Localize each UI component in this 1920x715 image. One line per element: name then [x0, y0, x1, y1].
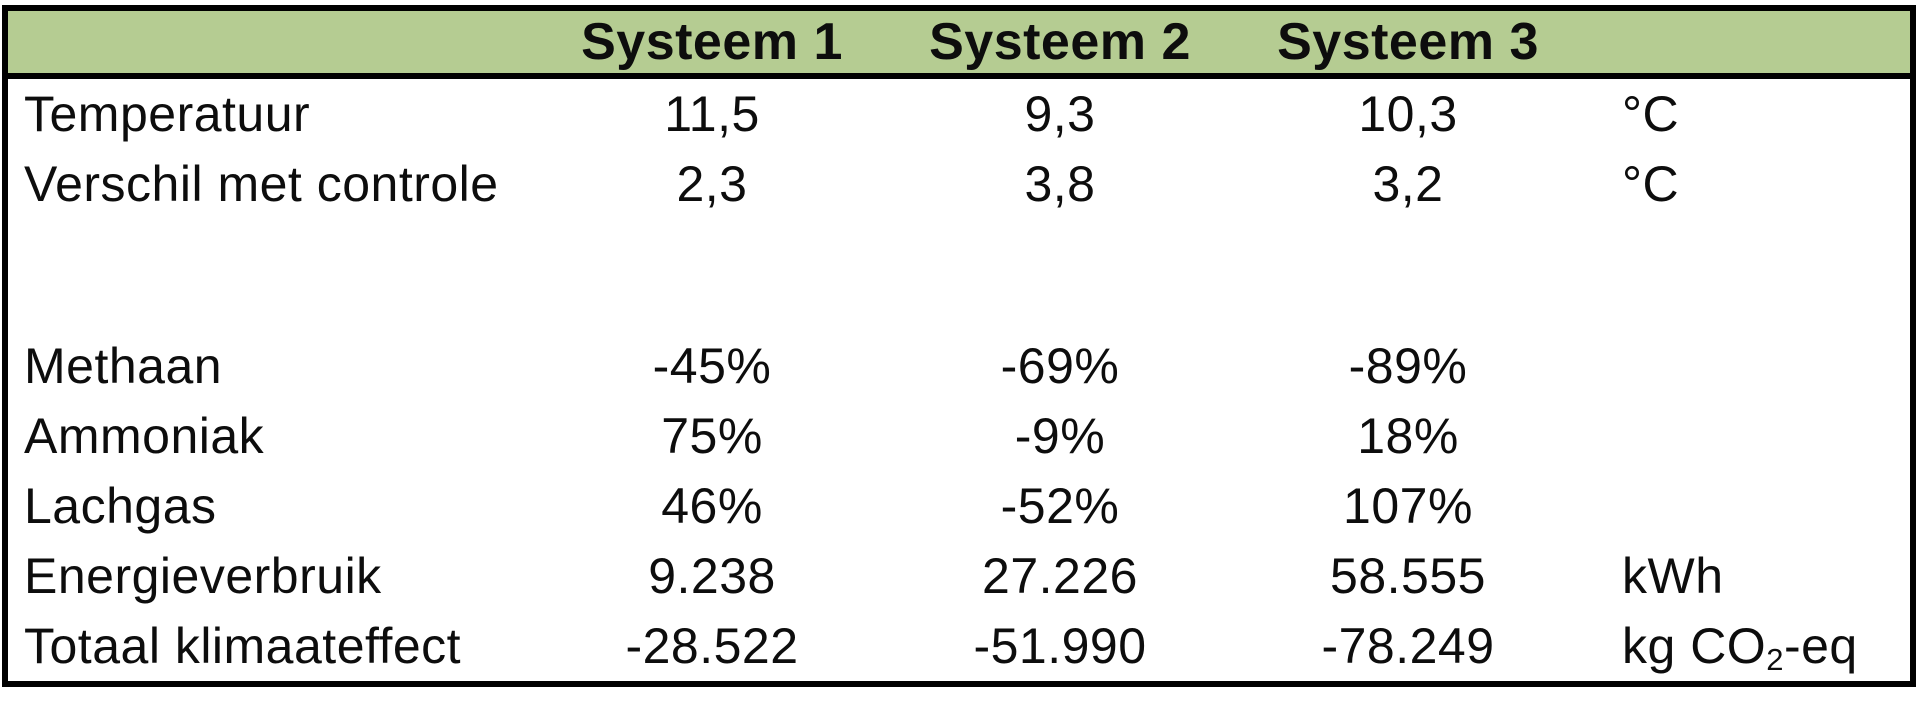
table-row: Temperatuur 11,5 9,3 10,3 °C	[8, 79, 1910, 149]
value-cell-systeem-2: -9%	[1014, 408, 1106, 464]
table-header-row: Systeem 1 Systeem 2 Systeem 3	[8, 11, 1910, 79]
row-label: Energieverbruik	[24, 548, 382, 604]
unit-text: °C	[1622, 156, 1680, 212]
unit-text: kg CO	[1622, 618, 1767, 674]
row-label: Verschil met controle	[24, 156, 499, 212]
table-row: Energieverbruik 9.238 27.226 58.555 kWh	[8, 541, 1910, 611]
value-cell-systeem-1: 9.238	[648, 548, 776, 604]
table-row: Lachgas 46% -52% 107%	[8, 471, 1910, 541]
unit-cell: kg CO2-eq	[1582, 617, 1910, 677]
value-cell-systeem-1: 75%	[661, 408, 763, 464]
value-cell-systeem-2: -52%	[1000, 478, 1120, 534]
unit-subscript: 2	[1766, 641, 1784, 677]
value-cell-systeem-3: 3,2	[1372, 156, 1444, 212]
header-systeem-1: Systeem 1	[581, 13, 843, 71]
header-systeem-3: Systeem 3	[1277, 13, 1539, 71]
unit-text: -eq	[1783, 618, 1858, 674]
value-cell-systeem-3: 18%	[1357, 408, 1459, 464]
value-cell-systeem-2: 27.226	[982, 548, 1138, 604]
value-cell-systeem-3: -78.249	[1321, 618, 1495, 674]
value-cell-systeem-2: 9,3	[1024, 86, 1096, 142]
value-cell-systeem-1: -28.522	[625, 618, 799, 674]
table-row: Verschil met controle 2,3 3,8 3,2 °C	[8, 149, 1910, 219]
value-cell-systeem-1: 11,5	[664, 86, 760, 142]
table-row: Ammoniak 75% -9% 18%	[8, 401, 1910, 471]
row-label: Totaal klimaateffect	[24, 618, 462, 674]
unit-text: kWh	[1622, 548, 1724, 604]
table-row: Methaan -45% -69% -89%	[8, 331, 1910, 401]
blank-row	[8, 219, 1910, 331]
value-cell-systeem-3: 10,3	[1358, 86, 1458, 142]
unit-text: °C	[1622, 86, 1680, 142]
row-label: Ammoniak	[24, 408, 265, 464]
value-cell-systeem-1: -45%	[652, 338, 772, 394]
value-cell-systeem-3: -89%	[1348, 338, 1468, 394]
row-label: Temperatuur	[24, 86, 311, 142]
header-systeem-2: Systeem 2	[929, 13, 1191, 71]
value-cell-systeem-3: 58.555	[1330, 548, 1486, 604]
value-cell-systeem-3: 107%	[1343, 478, 1473, 534]
row-label: Lachgas	[24, 478, 217, 534]
value-cell-systeem-1: 2,3	[676, 156, 748, 212]
value-cell-systeem-1: 46%	[661, 478, 763, 534]
value-cell-systeem-2: -51.990	[973, 618, 1147, 674]
results-table: Systeem 1 Systeem 2 Systeem 3 Temperatuu…	[2, 5, 1916, 687]
value-cell-systeem-2: 3,8	[1024, 156, 1096, 212]
value-cell-systeem-2: -69%	[1000, 338, 1120, 394]
row-label: Methaan	[24, 338, 223, 394]
table-row: Totaal klimaateffect -28.522 -51.990 -78.24…	[8, 611, 1910, 681]
table-body: Temperatuur 11,5 9,3 10,3 °C Verschil met con…	[8, 79, 1910, 681]
